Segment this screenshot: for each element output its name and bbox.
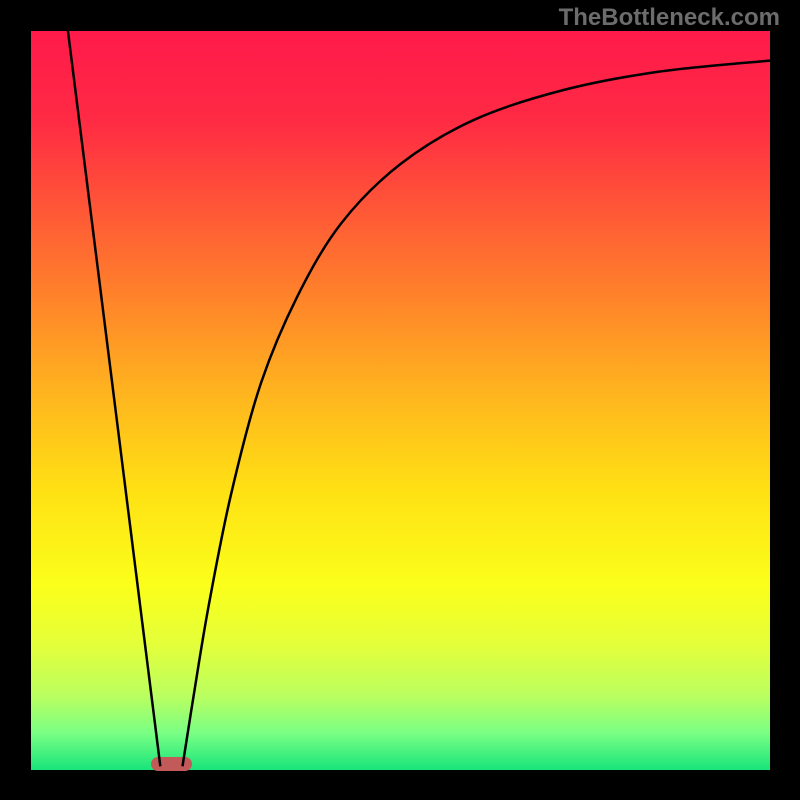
- plot-area: [31, 31, 770, 770]
- valley-marker: [151, 757, 192, 772]
- gradient-background: [31, 31, 770, 770]
- chart-container: TheBottleneck.com: [0, 0, 800, 800]
- watermark-text: TheBottleneck.com: [559, 4, 780, 32]
